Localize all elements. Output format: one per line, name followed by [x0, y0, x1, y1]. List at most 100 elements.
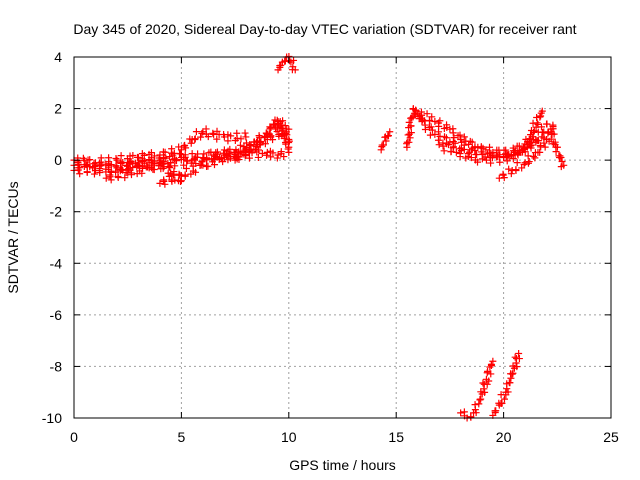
marker	[483, 380, 491, 388]
marker	[460, 141, 468, 149]
marker	[189, 162, 197, 170]
marker	[527, 142, 535, 150]
y-tick-label: 4	[54, 49, 62, 65]
marker	[547, 135, 555, 143]
marker	[225, 150, 233, 158]
marker	[500, 174, 508, 182]
data-point	[145, 164, 153, 172]
marker	[513, 363, 521, 371]
marker	[500, 146, 508, 154]
marker	[204, 133, 212, 141]
marker	[76, 170, 84, 178]
marker	[82, 161, 90, 169]
marker	[428, 126, 436, 134]
marker	[236, 141, 244, 149]
marker	[273, 154, 281, 162]
marker	[407, 122, 415, 130]
marker	[121, 174, 129, 182]
marker	[119, 159, 127, 167]
marker	[541, 143, 549, 151]
marker	[509, 155, 517, 163]
marker	[160, 177, 168, 185]
marker	[117, 159, 125, 167]
marker	[147, 149, 155, 157]
marker	[105, 160, 113, 168]
marker	[180, 154, 188, 162]
marker	[477, 143, 485, 151]
marker	[503, 385, 511, 393]
marker	[504, 388, 512, 396]
marker	[150, 152, 158, 160]
marker	[536, 148, 544, 156]
marker	[457, 147, 465, 155]
data-point	[167, 159, 175, 167]
marker	[434, 136, 442, 144]
data-point	[508, 370, 516, 378]
data-point	[435, 141, 443, 149]
y-axis-label: SDTVAR / TECUs	[5, 181, 21, 293]
marker	[536, 113, 544, 121]
marker	[140, 151, 148, 159]
marker	[491, 408, 499, 416]
data-point	[500, 154, 508, 162]
marker	[169, 171, 177, 179]
marker	[96, 165, 104, 173]
data-point	[102, 174, 110, 182]
marker	[439, 142, 447, 150]
marker	[497, 399, 505, 407]
marker	[475, 400, 483, 408]
marker	[170, 170, 178, 178]
data-point	[431, 117, 439, 125]
marker	[269, 149, 277, 157]
data-point	[199, 161, 207, 169]
data-point	[386, 128, 394, 136]
marker	[90, 160, 98, 168]
marker	[487, 159, 495, 167]
marker	[172, 157, 180, 165]
marker	[515, 355, 523, 363]
series-arc-2	[70, 125, 250, 172]
marker	[485, 377, 493, 385]
marker	[278, 127, 286, 135]
marker	[443, 121, 451, 129]
marker	[407, 114, 415, 122]
marker	[166, 164, 174, 172]
marker	[479, 379, 487, 387]
marker	[106, 173, 114, 181]
marker	[500, 395, 508, 403]
marker	[488, 154, 496, 162]
marker	[549, 125, 557, 133]
marker	[284, 145, 292, 153]
marker	[460, 133, 468, 141]
data-point	[431, 130, 439, 138]
data-point	[495, 174, 503, 182]
marker	[281, 122, 289, 130]
marker	[191, 136, 199, 144]
marker	[114, 172, 122, 180]
marker	[246, 141, 254, 149]
data-point	[285, 143, 293, 151]
data-point	[467, 146, 475, 154]
marker	[423, 110, 431, 118]
x-tick-label: 15	[388, 429, 404, 445]
marker	[165, 172, 173, 180]
y-tick-label: -6	[50, 307, 63, 323]
marker	[428, 113, 436, 121]
marker	[419, 116, 427, 124]
marker	[192, 168, 200, 176]
marker	[209, 129, 217, 137]
marker	[407, 129, 415, 137]
marker	[273, 123, 281, 131]
x-tick-label: 25	[603, 429, 619, 445]
marker	[161, 180, 169, 188]
marker	[405, 118, 413, 126]
marker	[224, 149, 232, 157]
marker	[198, 129, 206, 137]
marker	[505, 150, 513, 158]
marker	[112, 155, 120, 163]
data-point	[285, 136, 293, 144]
marker	[525, 158, 533, 166]
data-point	[242, 133, 250, 141]
marker	[557, 154, 565, 162]
